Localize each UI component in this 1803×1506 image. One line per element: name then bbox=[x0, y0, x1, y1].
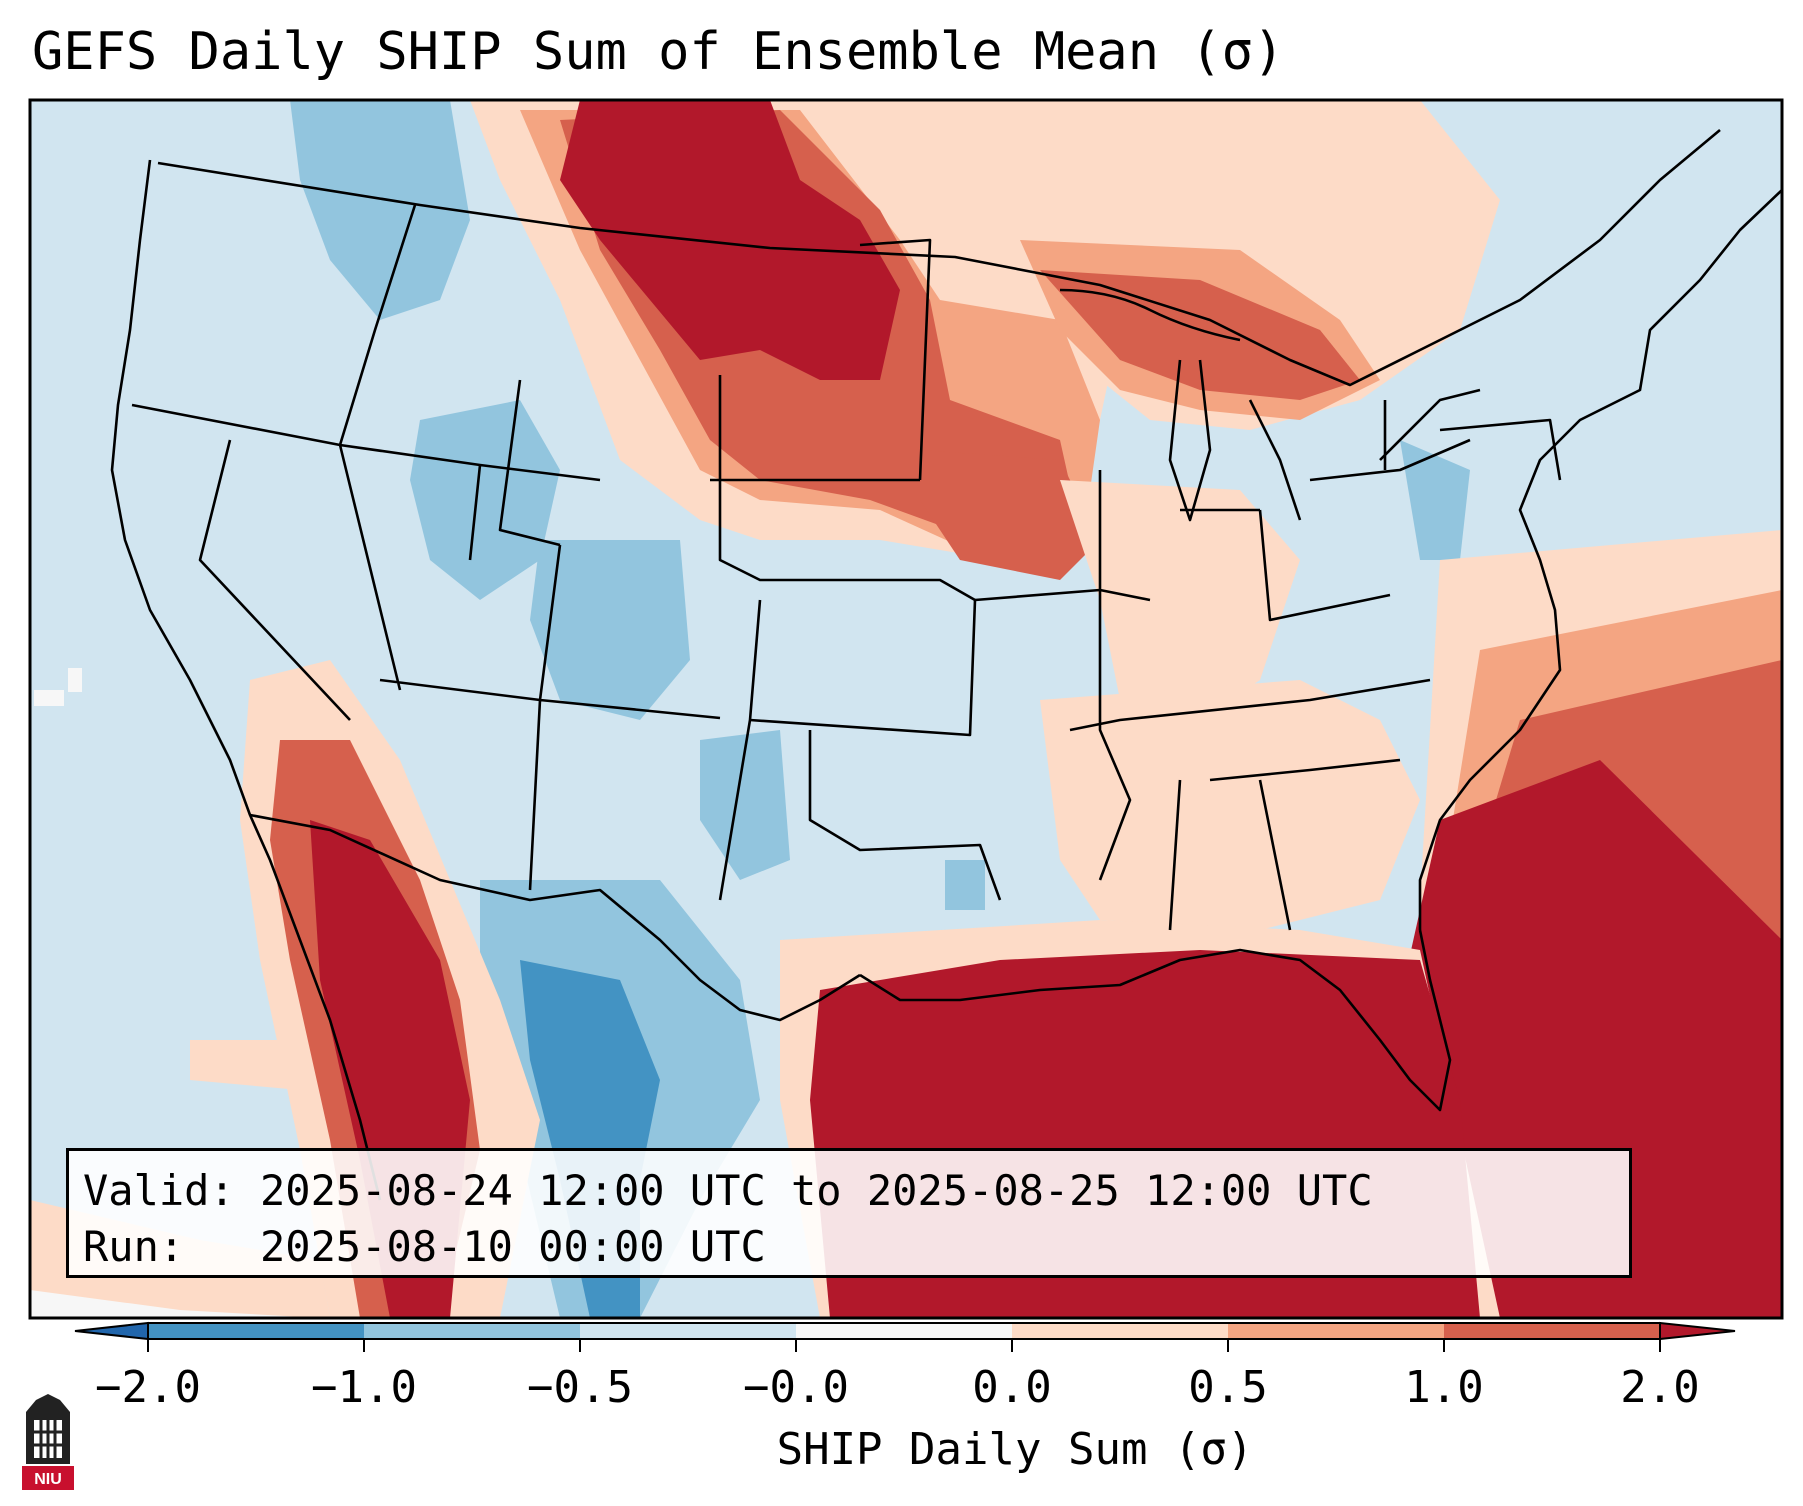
valid-label: Valid: bbox=[83, 1166, 235, 1215]
colorbar-bin-5 bbox=[1012, 1323, 1228, 1339]
colorbar-tick-label: −0.5 bbox=[527, 1362, 633, 1413]
colorbar-extend-high bbox=[1659, 1321, 1736, 1341]
field-patch-newmexico-blue bbox=[700, 730, 790, 880]
run-label: Run: bbox=[83, 1222, 185, 1271]
colorbar-tick-label: 1.0 bbox=[1404, 1362, 1484, 1413]
field-patch-midwest-light bbox=[1060, 480, 1300, 720]
colorbar-tick-label: 2.0 bbox=[1620, 1362, 1700, 1413]
run-time: 2025-08-10 00:00 UTC bbox=[260, 1222, 766, 1271]
field-patch-midatlantic-blue bbox=[1400, 440, 1470, 560]
field-patch-iowa-mid bbox=[920, 450, 1100, 580]
valid-time: 2025-08-24 12:00 UTC to 2025-08-25 12:00… bbox=[260, 1166, 1373, 1215]
colorbar-tick-label: −2.0 bbox=[95, 1362, 201, 1413]
field-patch-missing-data bbox=[34, 690, 64, 706]
colorbar-outline bbox=[147, 1322, 1661, 1340]
canada-us-border bbox=[157, 129, 1721, 387]
field-patch-montana-dark bbox=[560, 100, 900, 380]
svg-text:NIU: NIU bbox=[34, 1471, 62, 1488]
chart-title: GEFS Daily SHIP Sum of Ensemble Mean (σ) bbox=[32, 22, 1285, 82]
colorbar-bin-1 bbox=[148, 1323, 364, 1339]
colorbar-bin-6 bbox=[1228, 1323, 1444, 1339]
colorbar-tick-label: −1.0 bbox=[311, 1362, 417, 1413]
colorbar bbox=[74, 1321, 1736, 1352]
valid-run-info-box: Valid: 2025-08-24 12:00 UTC to 2025-08-2… bbox=[66, 1148, 1632, 1278]
colorbar-tick-label: −0.0 bbox=[743, 1362, 849, 1413]
gulf-coast bbox=[859, 929, 1452, 1112]
west-coast bbox=[110, 159, 382, 1201]
political-boundaries bbox=[110, 129, 1782, 1201]
colorbar-ticks bbox=[147, 1339, 1661, 1352]
colorbar-bin-2 bbox=[364, 1323, 580, 1339]
colorbar-bin-3 bbox=[580, 1323, 796, 1339]
field-patch-southeast-light bbox=[1040, 680, 1420, 930]
colorbar-tick-label: 0.5 bbox=[1188, 1362, 1268, 1413]
state-lines-east bbox=[974, 400, 1562, 931]
east-coast bbox=[1418, 189, 1782, 930]
great-lakes bbox=[1059, 288, 1481, 522]
field-patch-utah-blue bbox=[410, 400, 560, 600]
colorbar-tick-label: 0.0 bbox=[972, 1362, 1052, 1413]
field-patch-texas-blue bbox=[945, 860, 985, 910]
map-frame bbox=[28, 98, 1784, 1320]
state-lines-central bbox=[710, 238, 1002, 901]
field-patch-pacific-offshore bbox=[190, 1040, 300, 1090]
colorbar-label: SHIP Daily Sum (σ) bbox=[776, 1424, 1254, 1475]
niu-logo-icon: NIU bbox=[22, 1394, 74, 1490]
field-patch-michigan-mid bbox=[1040, 270, 1360, 400]
field-patch-pacific-bottom-white bbox=[30, 1290, 320, 1318]
field-patch-missing-data-2 bbox=[68, 668, 82, 692]
colorbar-bin-4 bbox=[796, 1323, 1012, 1339]
state-lines-west bbox=[131, 204, 721, 891]
field-patch-northwest-blue bbox=[290, 100, 470, 320]
colorbar-bin-7 bbox=[1444, 1323, 1660, 1339]
us-mexico-border bbox=[249, 813, 861, 1022]
colorbar-extend-low bbox=[74, 1321, 149, 1341]
field-patch-colorado-blue bbox=[530, 540, 690, 720]
